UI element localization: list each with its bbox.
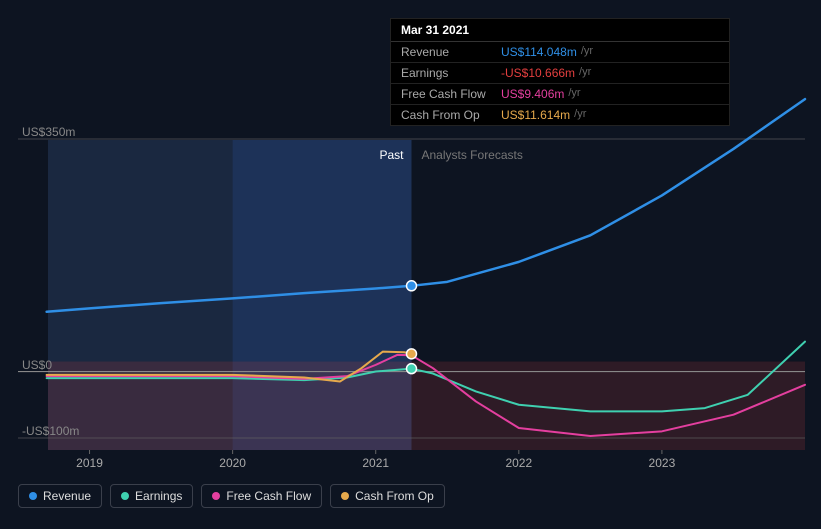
tooltip-metric-label: Cash From Op xyxy=(401,108,501,122)
hover-tooltip: Mar 31 2021 RevenueUS$114.048m/yrEarning… xyxy=(390,18,730,126)
tooltip-metric-value: US$9.406m xyxy=(501,87,564,101)
tooltip-metric-unit: /yr xyxy=(574,108,586,122)
tooltip-metric-unit: /yr xyxy=(579,66,591,80)
legend-label: Cash From Op xyxy=(355,489,434,503)
legend-item-earnings[interactable]: Earnings xyxy=(110,484,193,508)
tooltip-metric-value: US$11.614m xyxy=(501,108,570,122)
legend-dot-icon xyxy=(29,492,37,500)
past-region-label: Past xyxy=(380,148,404,162)
tooltip-metric-value: US$114.048m xyxy=(501,45,577,59)
y-tick-label: -US$100m xyxy=(22,424,79,438)
tooltip-metric-label: Revenue xyxy=(401,45,501,59)
tooltip-row: Free Cash FlowUS$9.406m/yr xyxy=(391,84,729,105)
tooltip-metric-label: Earnings xyxy=(401,66,501,80)
tooltip-row: RevenueUS$114.048m/yr xyxy=(391,42,729,63)
tooltip-metric-unit: /yr xyxy=(568,87,580,101)
chart-legend: Revenue Earnings Free Cash Flow Cash From O… xyxy=(18,484,445,508)
y-tick-label: US$0 xyxy=(22,358,52,372)
tooltip-metric-label: Free Cash Flow xyxy=(401,87,501,101)
legend-item-free-cash-flow[interactable]: Free Cash Flow xyxy=(201,484,322,508)
x-tick-label: 2022 xyxy=(505,456,532,470)
x-tick-label: 2023 xyxy=(649,456,676,470)
legend-dot-icon xyxy=(121,492,129,500)
legend-dot-icon xyxy=(212,492,220,500)
x-tick-label: 2021 xyxy=(362,456,389,470)
y-tick-label: US$350m xyxy=(22,125,75,139)
x-tick-label: 2020 xyxy=(219,456,246,470)
tooltip-row: Cash From OpUS$11.614m/yr xyxy=(391,105,729,125)
tooltip-metric-unit: /yr xyxy=(581,45,593,59)
tooltip-date: Mar 31 2021 xyxy=(391,19,729,42)
legend-label: Revenue xyxy=(43,489,91,503)
legend-label: Free Cash Flow xyxy=(226,489,311,503)
legend-item-revenue[interactable]: Revenue xyxy=(18,484,102,508)
tooltip-metric-value: -US$10.666m xyxy=(501,66,575,80)
x-tick-label: 2019 xyxy=(76,456,103,470)
legend-dot-icon xyxy=(341,492,349,500)
legend-item-cash-from-op[interactable]: Cash From Op xyxy=(330,484,445,508)
legend-label: Earnings xyxy=(135,489,182,503)
tooltip-row: Earnings-US$10.666m/yr xyxy=(391,63,729,84)
forecast-region-label: Analysts Forecasts xyxy=(422,148,523,162)
